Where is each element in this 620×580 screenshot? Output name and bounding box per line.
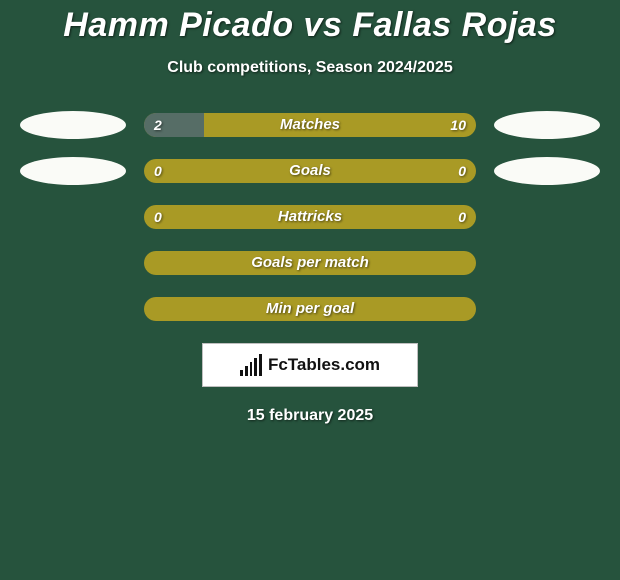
brand-text: FcTables.com xyxy=(268,355,380,375)
brand-badge: FcTables.com xyxy=(202,343,418,387)
stat-label: Goals per match xyxy=(144,251,476,275)
ellipse-spacer xyxy=(494,249,600,277)
stat-label: Matches xyxy=(144,113,476,137)
stat-label: Min per goal xyxy=(144,297,476,321)
page-title: Hamm Picado vs Fallas Rojas xyxy=(0,0,620,45)
comparison-infographic: Hamm Picado vs Fallas Rojas Club competi… xyxy=(0,0,620,580)
player-ellipse-left xyxy=(20,157,126,185)
stat-value-right: 0 xyxy=(458,159,466,183)
stats-area: 2 Matches 10 0 Goals 0 0 Hattr xyxy=(0,113,620,321)
ellipse-spacer xyxy=(494,203,600,231)
stat-bar-matches: 2 Matches 10 xyxy=(144,113,476,137)
ellipse-spacer xyxy=(20,295,126,323)
stat-bar-goals: 0 Goals 0 xyxy=(144,159,476,183)
bar-chart-icon xyxy=(240,354,262,376)
stat-label: Hattricks xyxy=(144,205,476,229)
ellipse-spacer xyxy=(20,249,126,277)
stat-label: Goals xyxy=(144,159,476,183)
subtitle: Club competitions, Season 2024/2025 xyxy=(0,59,620,77)
stat-bar-goals-per-match: Goals per match xyxy=(144,251,476,275)
ellipse-spacer xyxy=(20,203,126,231)
stat-bar-min-per-goal: Min per goal xyxy=(144,297,476,321)
stat-value-right: 10 xyxy=(450,113,466,137)
player-ellipse-right xyxy=(494,157,600,185)
stat-bar-hattricks: 0 Hattricks 0 xyxy=(144,205,476,229)
stat-row: 0 Goals 0 xyxy=(0,159,620,183)
player-ellipse-left xyxy=(20,111,126,139)
stat-row: Min per goal xyxy=(0,297,620,321)
stat-value-right: 0 xyxy=(458,205,466,229)
ellipse-spacer xyxy=(494,295,600,323)
stat-row: Goals per match xyxy=(0,251,620,275)
stat-row: 0 Hattricks 0 xyxy=(0,205,620,229)
player-ellipse-right xyxy=(494,111,600,139)
date-line: 15 february 2025 xyxy=(0,407,620,425)
stat-row: 2 Matches 10 xyxy=(0,113,620,137)
